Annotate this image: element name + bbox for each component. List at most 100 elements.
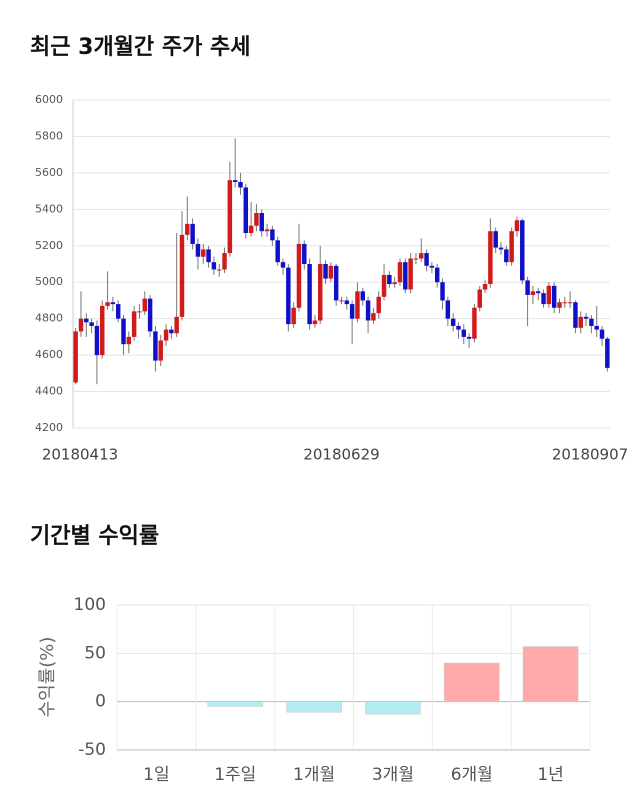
x-tick-label: 20180413 [42,446,118,464]
candle-body [169,329,174,334]
candle-body [115,304,121,319]
candle-body [280,262,286,268]
candle-body [73,331,78,383]
candle-body [131,311,137,337]
candle-body [333,265,339,301]
y-tick-label: 4600 [35,348,63,361]
candle-body [328,265,334,279]
bar [443,662,500,702]
candle-body [408,258,413,290]
candle-body [477,289,482,308]
candle-body [520,220,525,281]
y-tick-label: 5200 [35,239,63,252]
candle-body [259,212,264,232]
bar [207,701,264,707]
candle-body [344,300,350,305]
y-tick-label: 100 [74,595,106,615]
candle-body [110,302,116,305]
x-tick-label: 1개월 [293,765,335,785]
chart-title: 기간별 수익률 [30,524,159,549]
candle-body [413,258,419,260]
candle-body [179,234,185,317]
candle-body [147,298,153,332]
candle-body [546,285,552,305]
candle-body [302,243,307,264]
candle-body [445,300,451,319]
y-tick-label: 5000 [35,275,63,288]
candle-body [456,325,461,330]
candle-body [535,291,541,294]
candle-body [206,249,211,263]
candle-body [89,322,94,326]
candle-body [567,302,573,304]
candle-body [270,229,275,241]
y-tick-label: 4800 [35,312,63,325]
candle-body [323,264,328,279]
candle-body [201,249,206,257]
candle-body [498,247,504,250]
y-tick-label: 5600 [35,166,63,179]
candle-body [594,325,599,330]
candle-body [126,336,132,345]
candle-body [195,243,201,257]
candle-body [264,229,270,232]
candle-body [78,318,84,332]
candle-body [185,223,190,235]
candle-body [482,284,488,290]
candle-body [248,225,254,234]
candle-body [365,300,371,321]
candle-body [562,302,568,304]
y-tick-label: 6000 [35,93,63,106]
candle-body [578,316,583,328]
candle-body [163,329,169,341]
candle-body [238,182,243,188]
candle-body [525,280,530,295]
candle-body [317,264,323,321]
candle-body [504,249,509,263]
candle-body [472,307,477,339]
candle-body [434,267,440,283]
chart-title: 최근 3개월간 주가 추세 [30,35,250,60]
candle-body [84,318,89,323]
candle-body [355,291,360,319]
candle-body [105,302,110,306]
x-tick-label: 6개월 [451,765,493,785]
candle-body [339,300,344,302]
candle-body [296,243,302,308]
candle-body [541,293,546,305]
candle-body [100,305,105,356]
candle-body [551,285,557,308]
candle-body [222,253,227,270]
x-tick-label: 20180629 [303,446,379,464]
candle-body [605,338,610,368]
candle-body [137,311,142,313]
y-tick-label: 0 [95,692,106,712]
y-tick-label: 50 [84,643,106,663]
candle-body [153,331,158,361]
candle-body [243,187,249,234]
y-tick-label: 5800 [35,129,63,142]
y-tick-label: -50 [78,740,106,760]
candle-body [371,313,376,321]
bar [365,701,421,715]
x-tick-label: 1일 [143,765,169,785]
candle-body [286,267,291,325]
x-tick-label: 20180907 [552,446,628,464]
candle-body [174,316,179,334]
candle-body [599,329,605,339]
candle-body [514,220,520,232]
candle-body [488,231,493,285]
candle-body [440,282,445,301]
candle-body [466,336,472,339]
candle-body [403,262,408,290]
candle-body [450,318,456,326]
candle-body [419,253,424,259]
candle-body [307,264,312,325]
candle-body [142,298,148,312]
candle-body [387,274,392,285]
y-tick-label: 4200 [35,421,63,434]
candle-body [94,325,100,356]
candle-body [291,307,296,325]
candle-body [557,302,562,308]
